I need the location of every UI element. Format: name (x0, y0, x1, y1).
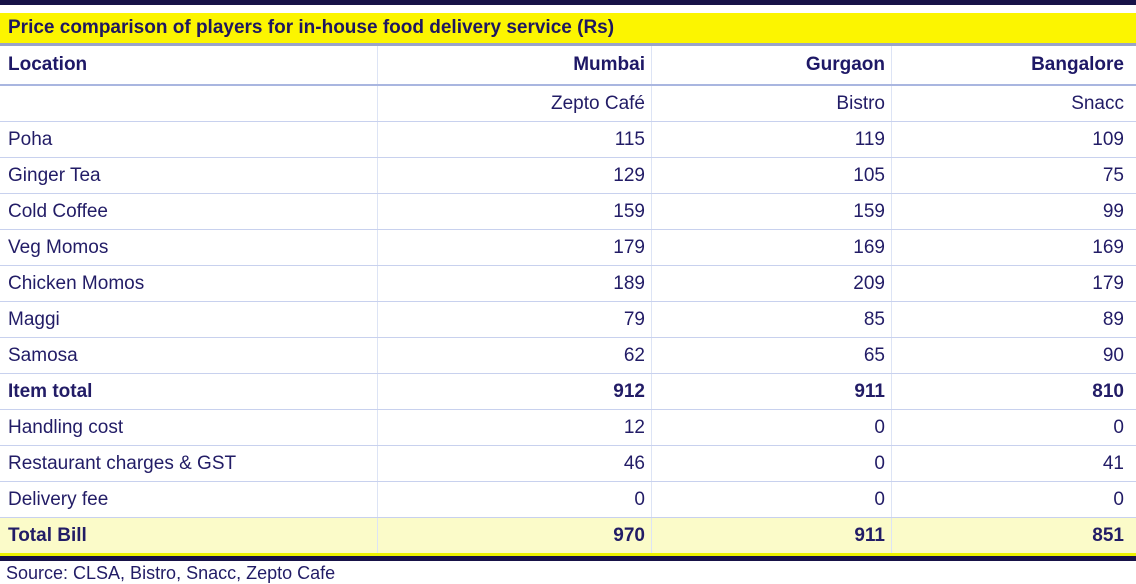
table-header-row: Location Mumbai Gurgaon Bangalore (0, 46, 1136, 86)
cell-value: 79 (378, 302, 652, 337)
subheader-snacc: Snacc (1071, 93, 1124, 114)
bottom-divider (0, 556, 1136, 561)
row-label: Cold Coffee (0, 194, 378, 229)
row-label: Delivery fee (0, 482, 378, 517)
cell-value: 810 (1092, 381, 1124, 402)
cell-value: 89 (1102, 309, 1124, 330)
table-row: Poha 115 119 109 (0, 122, 1136, 158)
table-row: Ginger Tea 129 105 75 (0, 158, 1136, 194)
cell-value: 169 (1092, 237, 1124, 258)
top-divider (0, 0, 1136, 5)
cell-value: 159 (378, 194, 652, 229)
table-row: Samosa 62 65 90 (0, 338, 1136, 374)
col-header-bangalore: Bangalore (1031, 54, 1124, 75)
cell-value: 119 (652, 122, 892, 157)
cell-value: 65 (652, 338, 892, 373)
cell-value: 970 (378, 518, 652, 553)
col-header-location: Location (0, 46, 378, 84)
row-label: Restaurant charges & GST (0, 446, 378, 481)
cell-value: 0 (652, 446, 892, 481)
table-row: Delivery fee 0 0 0 (0, 482, 1136, 518)
cell-value: 90 (1102, 345, 1124, 366)
cell-value: 115 (378, 122, 652, 157)
table-row-item-total: Item total 912 911 810 (0, 374, 1136, 410)
row-label: Total Bill (0, 518, 378, 553)
row-label: Chicken Momos (0, 266, 378, 301)
subheader-bistro: Bistro (652, 86, 892, 121)
cell-value: 851 (1092, 525, 1124, 546)
cell-value: 85 (652, 302, 892, 337)
table-row: Handling cost 12 0 0 (0, 410, 1136, 446)
cell-value: 912 (378, 374, 652, 409)
table-row: Chicken Momos 189 209 179 (0, 266, 1136, 302)
cell-value: 75 (1102, 165, 1124, 186)
cell-value: 12 (378, 410, 652, 445)
row-label: Handling cost (0, 410, 378, 445)
row-label: Veg Momos (0, 230, 378, 265)
cell-value: 209 (652, 266, 892, 301)
cell-value: 0 (652, 482, 892, 517)
source-note: Source: CLSA, Bistro, Snacc, Zepto Cafe (6, 563, 336, 583)
table-title: Price comparison of players for in-house… (0, 13, 1136, 46)
table-row: Cold Coffee 159 159 99 (0, 194, 1136, 230)
cell-value: 169 (652, 230, 892, 265)
row-label: Poha (0, 122, 378, 157)
cell-value: 99 (1102, 201, 1124, 222)
row-label: Maggi (0, 302, 378, 337)
cell-value: 0 (1113, 489, 1124, 510)
table-subheader-row: Zepto Café Bistro Snacc (0, 86, 1136, 122)
cell-value: 41 (1102, 453, 1124, 474)
cell-value: 46 (378, 446, 652, 481)
cell-value: 109 (1092, 129, 1124, 150)
table-row: Restaurant charges & GST 46 0 41 (0, 446, 1136, 482)
cell-value: 179 (1092, 273, 1124, 294)
table-row: Maggi 79 85 89 (0, 302, 1136, 338)
subheader-empty (0, 86, 378, 121)
cell-value: 0 (1113, 417, 1124, 438)
row-label: Samosa (0, 338, 378, 373)
cell-value: 179 (378, 230, 652, 265)
row-label: Item total (0, 374, 378, 409)
cell-value: 0 (378, 482, 652, 517)
cell-value: 62 (378, 338, 652, 373)
table-row: Veg Momos 179 169 169 (0, 230, 1136, 266)
cell-value: 159 (652, 194, 892, 229)
cell-value: 129 (378, 158, 652, 193)
col-header-gurgaon: Gurgaon (652, 46, 892, 84)
table-row-total-bill: Total Bill 970 911 851 (0, 518, 1136, 556)
cell-value: 911 (652, 374, 892, 409)
cell-value: 105 (652, 158, 892, 193)
cell-value: 911 (652, 518, 892, 553)
subheader-zepto-cafe: Zepto Café (378, 86, 652, 121)
row-label: Ginger Tea (0, 158, 378, 193)
cell-value: 189 (378, 266, 652, 301)
cell-value: 0 (652, 410, 892, 445)
col-header-mumbai: Mumbai (378, 46, 652, 84)
